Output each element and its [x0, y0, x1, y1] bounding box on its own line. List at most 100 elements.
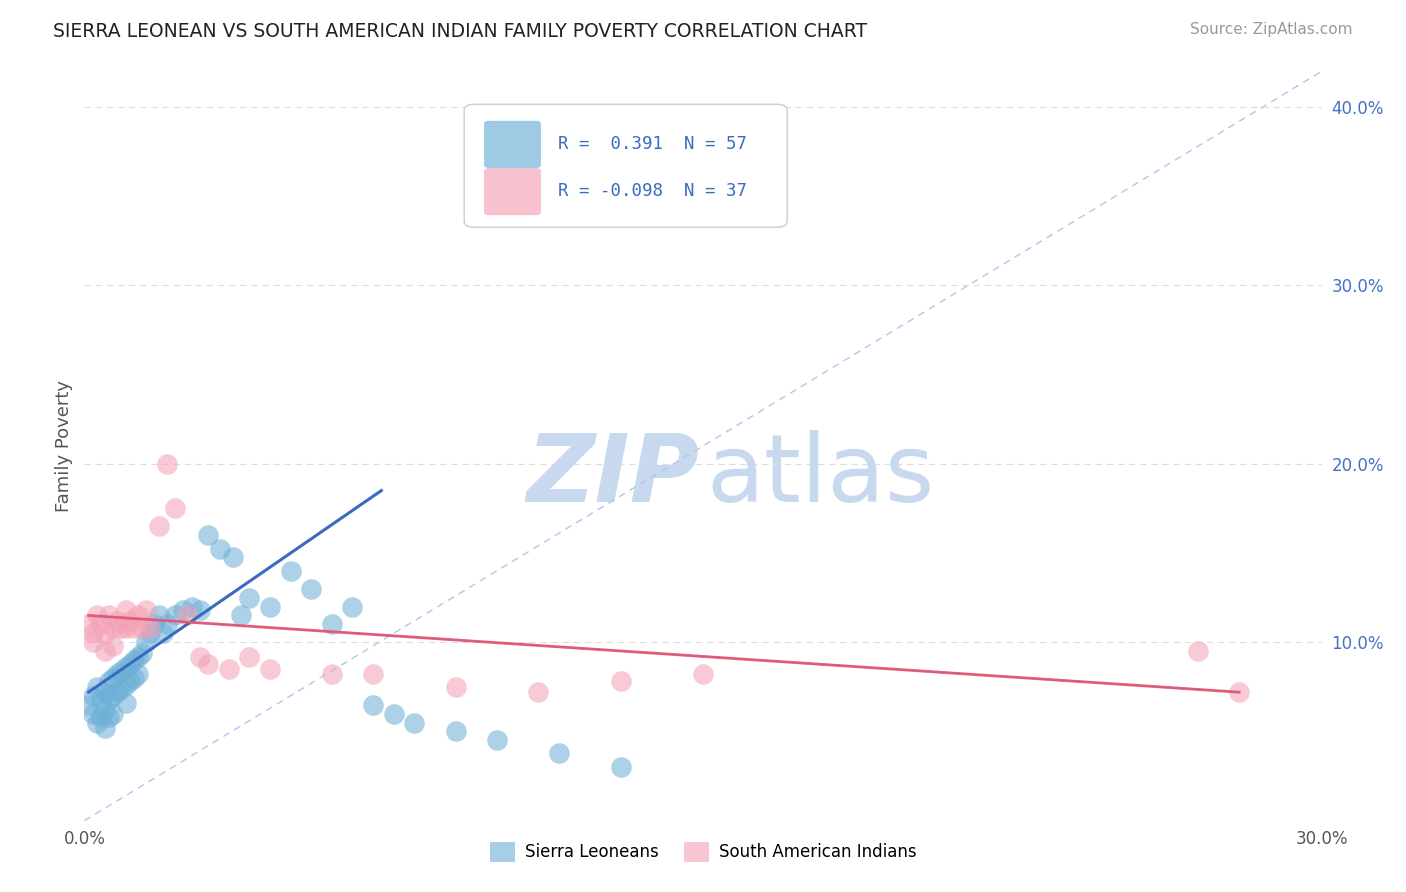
- Point: [90, 710, 112, 724]
- Point: [103, 639, 125, 653]
- Point: [485, 733, 508, 747]
- Point: [143, 617, 166, 632]
- Point: [114, 603, 136, 617]
- FancyBboxPatch shape: [484, 120, 541, 168]
- Point: [148, 519, 170, 533]
- Point: [127, 608, 149, 623]
- Point: [105, 667, 128, 681]
- Point: [98, 710, 121, 724]
- Point: [94, 685, 117, 699]
- Point: [280, 564, 302, 578]
- Point: [103, 621, 125, 635]
- Point: [82, 626, 104, 640]
- Point: [156, 617, 179, 632]
- Point: [135, 635, 157, 649]
- Point: [114, 678, 136, 692]
- Point: [238, 649, 260, 664]
- Point: [114, 696, 136, 710]
- Legend: Sierra Leoneans, South American Indians: Sierra Leoneans, South American Indians: [484, 835, 922, 869]
- Point: [404, 715, 426, 730]
- Point: [118, 657, 141, 671]
- Text: atlas: atlas: [707, 430, 935, 522]
- Point: [259, 662, 281, 676]
- Point: [444, 680, 467, 694]
- Point: [165, 501, 187, 516]
- Point: [103, 671, 125, 685]
- Point: [527, 685, 550, 699]
- Point: [94, 721, 117, 735]
- Point: [197, 528, 219, 542]
- Point: [131, 621, 153, 635]
- Point: [1227, 685, 1250, 699]
- Point: [82, 706, 104, 721]
- Point: [361, 698, 384, 712]
- Point: [127, 649, 149, 664]
- Point: [609, 674, 631, 689]
- Point: [94, 626, 117, 640]
- Point: [609, 760, 631, 774]
- Point: [114, 621, 136, 635]
- Point: [94, 644, 117, 658]
- Point: [77, 698, 100, 712]
- Point: [114, 660, 136, 674]
- Point: [156, 457, 179, 471]
- Point: [90, 617, 112, 632]
- Point: [105, 685, 128, 699]
- Point: [692, 667, 714, 681]
- Point: [98, 692, 121, 706]
- Text: ZIP: ZIP: [526, 430, 699, 522]
- Y-axis label: Family Poverty: Family Poverty: [55, 380, 73, 512]
- Text: R = -0.098  N = 37: R = -0.098 N = 37: [558, 182, 747, 200]
- Point: [103, 706, 125, 721]
- Point: [229, 608, 252, 623]
- Point: [188, 649, 211, 664]
- Point: [122, 653, 145, 667]
- Point: [342, 599, 364, 614]
- Point: [122, 621, 145, 635]
- Point: [139, 626, 162, 640]
- Point: [148, 608, 170, 623]
- Point: [238, 591, 260, 605]
- Point: [98, 674, 121, 689]
- Point: [86, 715, 108, 730]
- Point: [135, 603, 157, 617]
- Point: [547, 746, 569, 760]
- Text: Source: ZipAtlas.com: Source: ZipAtlas.com: [1189, 22, 1353, 37]
- Point: [105, 614, 128, 628]
- Point: [218, 662, 240, 676]
- Point: [139, 621, 162, 635]
- FancyBboxPatch shape: [484, 168, 541, 215]
- Point: [110, 681, 132, 696]
- Point: [82, 635, 104, 649]
- Point: [131, 646, 153, 660]
- Point: [94, 703, 117, 717]
- Text: SIERRA LEONEAN VS SOUTH AMERICAN INDIAN FAMILY POVERTY CORRELATION CHART: SIERRA LEONEAN VS SOUTH AMERICAN INDIAN …: [53, 22, 868, 41]
- Point: [110, 621, 132, 635]
- Point: [165, 608, 187, 623]
- Text: R =  0.391  N = 57: R = 0.391 N = 57: [558, 135, 747, 153]
- Point: [222, 549, 245, 564]
- Point: [86, 680, 108, 694]
- Point: [172, 603, 194, 617]
- Point: [118, 614, 141, 628]
- Point: [118, 674, 141, 689]
- FancyBboxPatch shape: [464, 104, 787, 227]
- Point: [103, 689, 125, 703]
- Point: [180, 599, 202, 614]
- Point: [1187, 644, 1209, 658]
- Point: [197, 657, 219, 671]
- Point: [382, 706, 405, 721]
- Point: [188, 603, 211, 617]
- Point: [86, 608, 108, 623]
- Point: [82, 689, 104, 703]
- Point: [90, 692, 112, 706]
- Point: [209, 542, 232, 557]
- Point: [321, 667, 343, 681]
- Point: [127, 667, 149, 681]
- Point: [299, 582, 322, 596]
- Point: [98, 608, 121, 623]
- Point: [152, 626, 174, 640]
- Point: [77, 617, 100, 632]
- Point: [176, 608, 198, 623]
- Point: [321, 617, 343, 632]
